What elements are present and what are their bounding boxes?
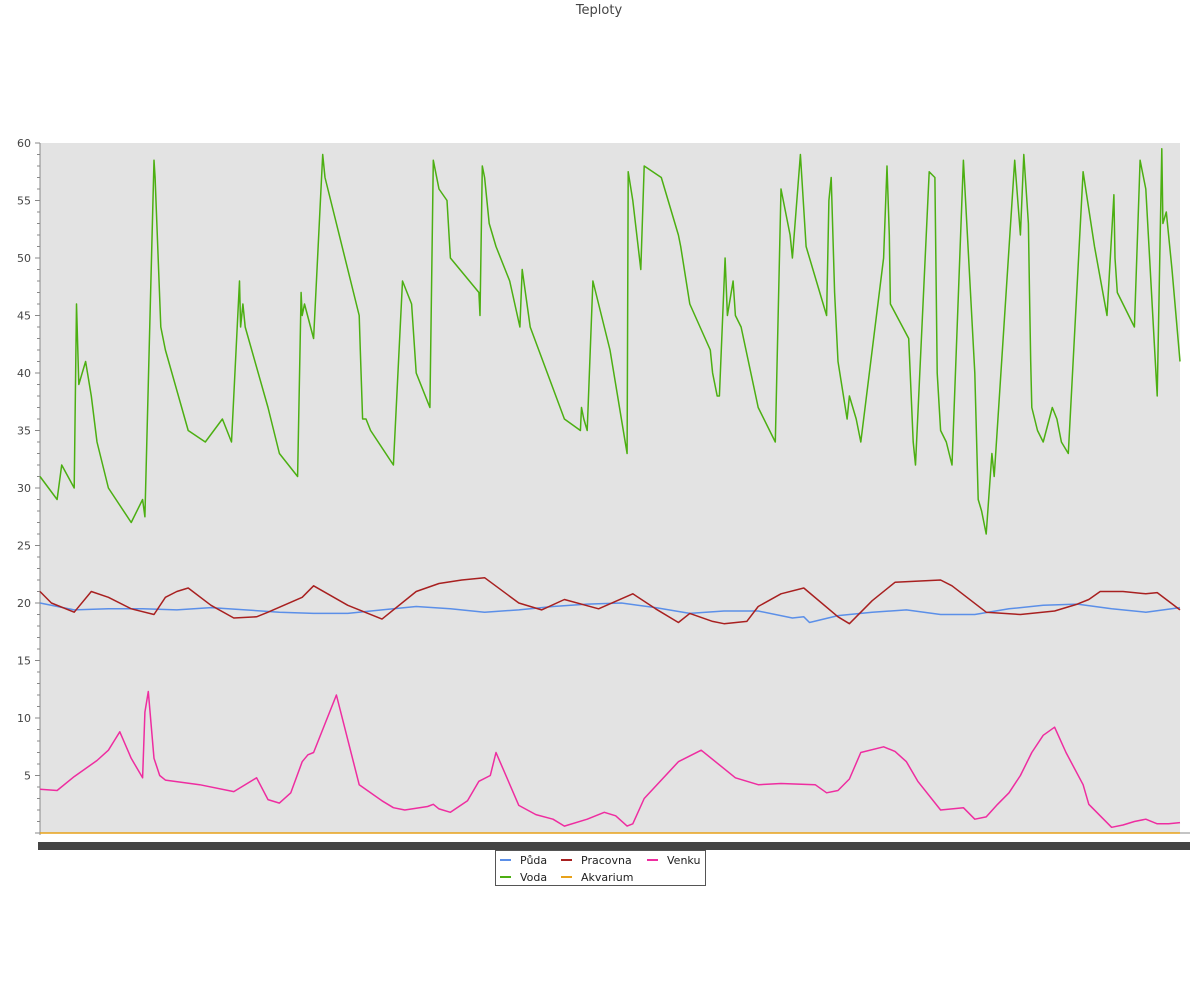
y-tick-label: 15 xyxy=(17,655,31,668)
legend-label: Půda xyxy=(520,854,547,867)
series-line-venku xyxy=(39,690,1181,829)
y-tick-label: 50 xyxy=(17,252,31,265)
y-tick-label: 45 xyxy=(17,310,31,323)
y-tick-label: 35 xyxy=(17,425,31,438)
y-tick-label: 60 xyxy=(17,137,31,150)
legend-box xyxy=(495,850,706,886)
x-tick-band xyxy=(38,842,1190,850)
y-tick-label: 20 xyxy=(17,597,31,610)
series-line-půda xyxy=(39,602,1181,624)
y-tick-label: 30 xyxy=(17,482,31,495)
y-axis: 5 10 15 20 25 30 35 40 45 50 55 60 xyxy=(17,137,41,835)
y-tick-label: 40 xyxy=(17,367,31,380)
legend-label: Venku xyxy=(667,854,700,867)
series-group xyxy=(39,148,1181,834)
chart-title: Teploty xyxy=(575,3,623,18)
y-tick-label: 10 xyxy=(17,712,31,725)
legend: Půda Pracovna Venku Voda Akvarium xyxy=(495,850,706,886)
y-tick-label: 5 xyxy=(24,770,31,783)
legend-label: Voda xyxy=(520,871,547,884)
series-line-pracovna xyxy=(39,576,1181,625)
y-tick-label: 55 xyxy=(17,195,31,208)
series-line-voda xyxy=(39,148,1181,535)
x-axis xyxy=(38,832,1190,850)
y-tick-label: 25 xyxy=(17,540,31,553)
legend-label: Akvarium xyxy=(581,871,633,884)
legend-label: Pracovna xyxy=(581,854,632,867)
